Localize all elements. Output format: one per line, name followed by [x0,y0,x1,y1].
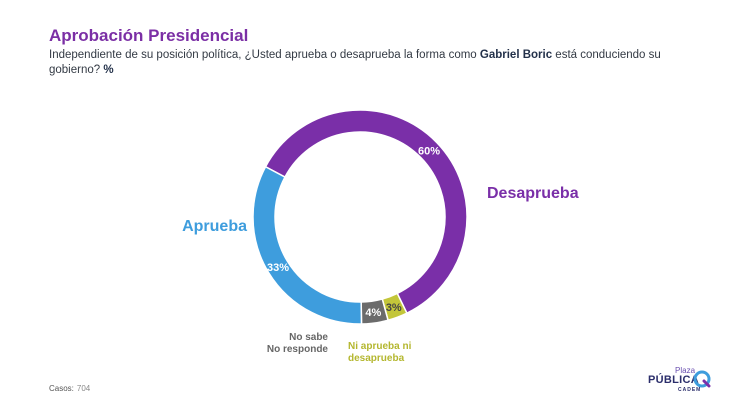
subtitle-text-1: Independiente de su posición política, ¿… [49,49,480,61]
value-label-desaprueba: 60% [418,145,440,157]
chart-subtitle: Independiente de su posición política, ¿… [49,48,689,78]
category-label-aprueba: Aprueba [182,218,247,235]
plaza-publica-cadem-logo: Plaza PÚBLICA CADEM [645,366,715,394]
chart-title: Aprobación Presidencial [49,26,249,45]
logo-q-icon [693,370,711,388]
donut-slice-desaprueba [264,109,468,315]
cases-value: 704 [76,384,91,393]
donut-slice-aprueba [252,165,363,325]
category-label-no-sabe-no-responde: No sabe No responde [267,332,329,355]
value-label-no-sabe-no-responde: 4% [365,307,381,319]
value-label-aprueba: 33% [267,262,289,274]
category-label-ni-aprueba-ni-desaprueba: Ni aprueba ni desaprueba [348,341,412,364]
subtitle-text-2: está conduciendo su gobierno? [49,49,661,76]
cases-label: Casos: [49,384,74,393]
category-label-desaprueba: Desaprueba [487,185,579,202]
footer-cases: Casos: 704 [49,384,90,393]
value-label-ni-aprueba-ni-desaprueba: 3% [386,302,402,314]
subtitle-unit: % [103,64,114,76]
subtitle-bold-name: Gabriel Boric [479,49,553,61]
